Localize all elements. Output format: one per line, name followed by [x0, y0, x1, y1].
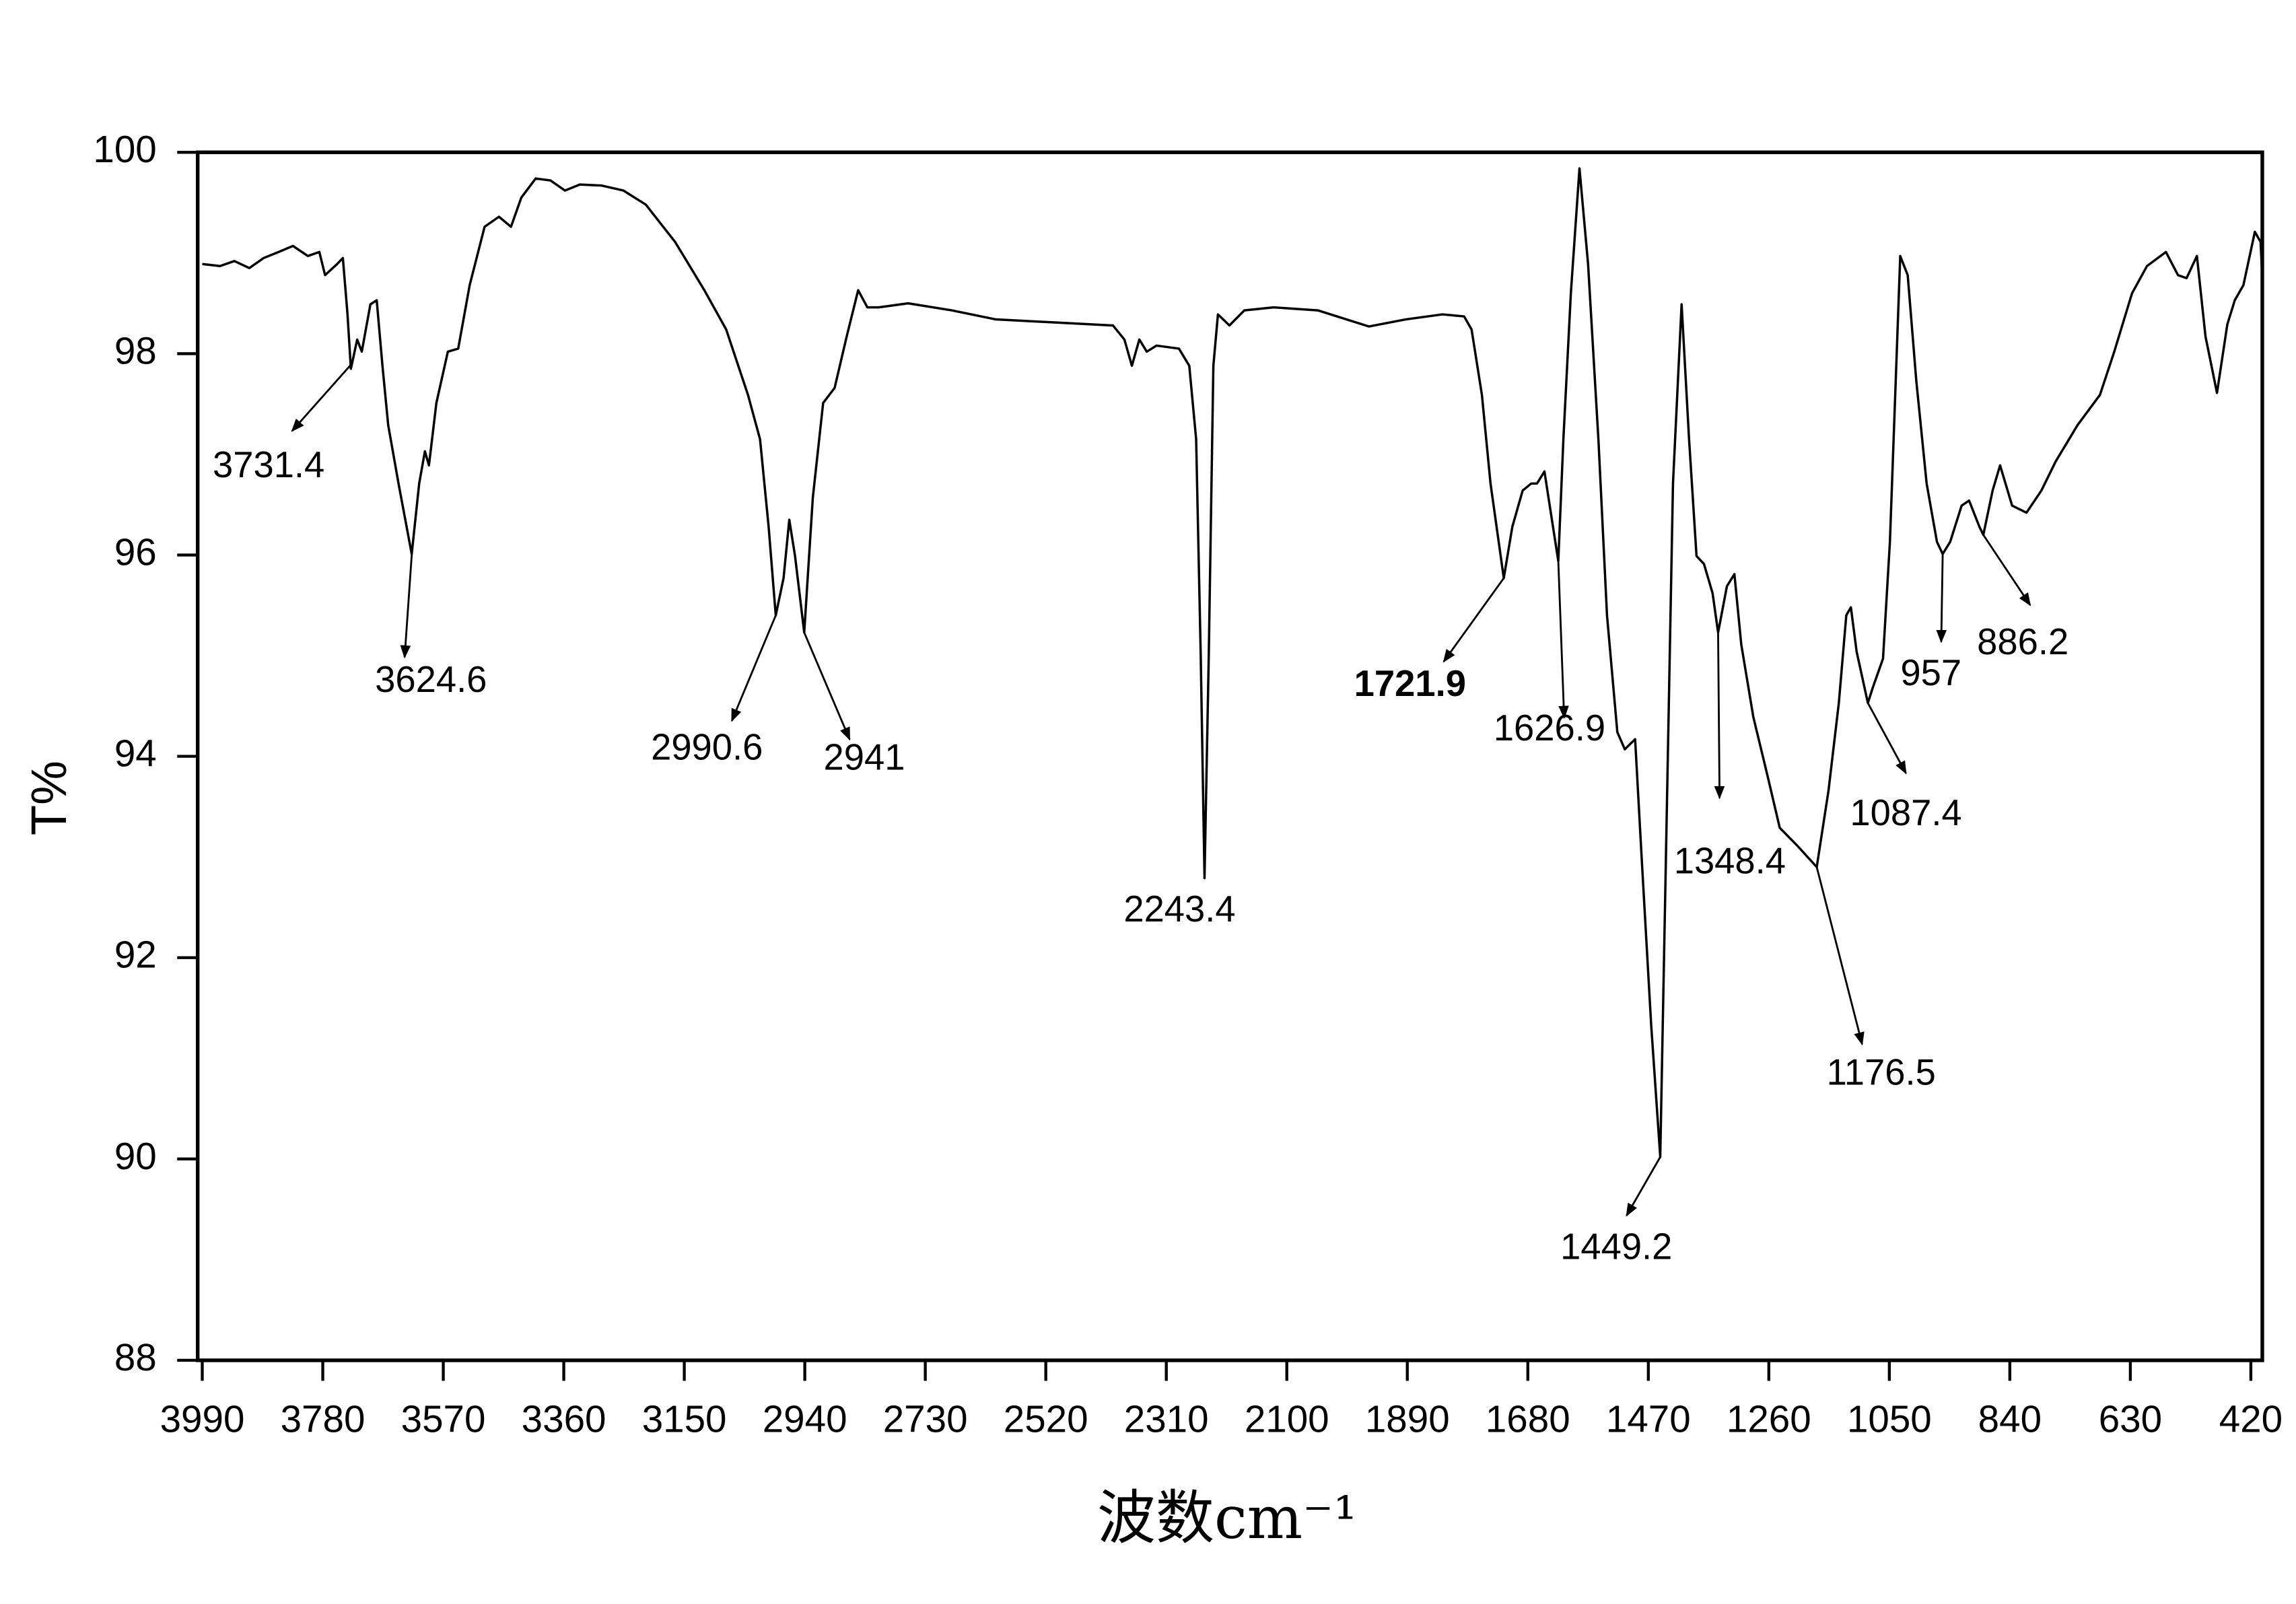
- x-tick-label: 2310: [1124, 1397, 1209, 1440]
- annotation-arrow: [1442, 578, 1505, 663]
- y-axis-title: T%: [21, 761, 77, 835]
- annotation-label: 2941: [823, 736, 905, 777]
- annotation-label: 1087.4: [1850, 792, 1961, 833]
- y-tick-label: 100: [93, 128, 156, 170]
- annotation-arrow: [1982, 534, 2031, 606]
- x-tick-label: 1890: [1365, 1397, 1450, 1440]
- annotation-label: 1721.9: [1354, 663, 1466, 704]
- y-tick-label: 94: [114, 732, 157, 775]
- annotation-label: 3731.4: [213, 444, 324, 485]
- y-tick-label: 96: [114, 530, 157, 573]
- annotation-arrow: [1557, 561, 1569, 720]
- y-tick-label: 90: [114, 1135, 157, 1177]
- annotation-label: 886.2: [1977, 621, 2068, 662]
- annotation-arrow: [400, 551, 413, 659]
- x-tick-label: 630: [2099, 1397, 2162, 1440]
- x-tick-label: 1680: [1486, 1397, 1570, 1440]
- annotation-arrow: [291, 364, 352, 432]
- x-tick-label: 2100: [1245, 1397, 1329, 1440]
- x-tick-label: 3990: [160, 1397, 245, 1440]
- annotation-label: 1626.9: [1494, 707, 1605, 748]
- x-tick-label: 2730: [883, 1397, 968, 1440]
- x-tick-label: 3360: [522, 1397, 606, 1440]
- annotation-label: 1176.5: [1827, 1051, 1936, 1092]
- annotation-label: 2990.6: [651, 727, 763, 768]
- y-tick-label: 88: [114, 1336, 157, 1379]
- annotation-arrow: [1936, 553, 1947, 643]
- x-tick-label: 1260: [1727, 1397, 1811, 1440]
- annotation-label: 3624.6: [375, 659, 487, 700]
- x-tick-label: 840: [1978, 1397, 2042, 1440]
- annotation-label: 2243.4: [1123, 888, 1235, 930]
- annotation-arrow: [730, 615, 777, 722]
- x-tick-label: 3150: [642, 1397, 727, 1440]
- x-axis-title: 波数cm⁻¹: [1097, 1484, 1357, 1552]
- spectrum-line: [202, 167, 2264, 1158]
- annotation-label: 1348.4: [1674, 841, 1786, 882]
- annotation-arrow: [1867, 702, 1907, 775]
- x-tick-label: 3780: [281, 1397, 366, 1440]
- annotation-arrow: [1815, 866, 1865, 1046]
- x-tick-label: 3570: [401, 1397, 486, 1440]
- annotation-arrow: [1626, 1156, 1661, 1217]
- annotation-arrow: [1714, 632, 1725, 800]
- y-tick-label: 98: [114, 329, 157, 372]
- x-tick-label: 1050: [1847, 1397, 1932, 1440]
- annotation-arrow: [803, 632, 851, 741]
- x-tick-label: 420: [2219, 1397, 2283, 1440]
- annotation-label: 1449.2: [1560, 1226, 1672, 1267]
- x-tick-label: 2520: [1004, 1397, 1088, 1440]
- x-tick-label: 1470: [1606, 1397, 1691, 1440]
- y-tick-label: 92: [114, 934, 157, 976]
- annotation-label: 957: [1900, 652, 1961, 693]
- x-tick-label: 2940: [763, 1397, 847, 1440]
- plot-frame: [195, 150, 2264, 1362]
